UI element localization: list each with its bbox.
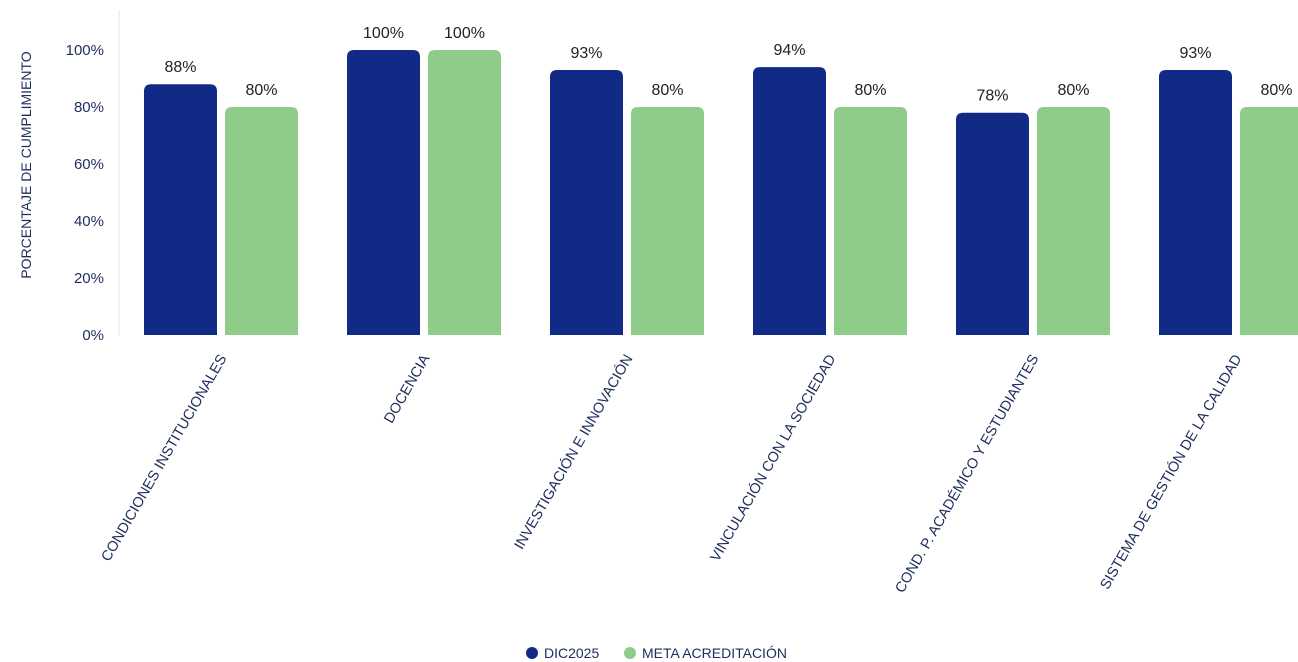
data-label: 94%	[773, 42, 805, 59]
y-tick-label: 40%	[74, 213, 104, 230]
bar-meta-acreditacion	[428, 50, 501, 335]
data-label: 80%	[651, 82, 683, 99]
bar-meta-acreditacion	[1037, 107, 1110, 335]
bar-meta-acreditacion	[225, 107, 298, 335]
bar-meta-acreditacion	[834, 107, 907, 335]
data-label: 80%	[245, 82, 277, 99]
bar-dic2025	[1159, 69, 1232, 335]
bars-group	[144, 50, 1298, 335]
y-tick-label: 100%	[66, 42, 104, 59]
x-tick-label: DOCENCIA	[381, 352, 433, 427]
y-tick-label: 60%	[74, 156, 104, 173]
y-axis-title: PORCENTAJE DE CUMPLIMIENTO	[18, 51, 34, 279]
y-tick-label: 20%	[74, 270, 104, 287]
data-label: 100%	[444, 25, 485, 42]
x-tick-label: CONDICIONES INSTITUCIONALES	[99, 352, 231, 564]
bar-meta-acreditacion	[1240, 107, 1298, 335]
bar-meta-acreditacion	[631, 107, 704, 335]
data-label: 80%	[1057, 82, 1089, 99]
y-axis: 0% 20% 40% 60% 80% 100%	[66, 10, 120, 344]
data-label: 78%	[976, 88, 1008, 105]
data-label: 93%	[570, 45, 602, 62]
data-label: 80%	[854, 82, 886, 99]
category-labels-group: CONDICIONES INSTITUCIONALES DOCENCIA INVES…	[99, 352, 1246, 596]
x-tick-label: INVESTIGACIÓN E INNOVACIÓN	[511, 352, 637, 553]
data-label: 100%	[363, 25, 404, 42]
x-tick-label: VINCULACIÓN CON LA SOCIEDAD	[707, 352, 840, 565]
legend-label: DIC2025	[544, 645, 599, 661]
x-tick-label: COND. P. ACADÉMICO Y ESTUDIANTES	[892, 352, 1043, 596]
data-labels-group: 88% 80% 100% 100% 93% 80% 94% 80% 78% 80% 93% 80%	[164, 25, 1292, 105]
bar-dic2025	[347, 50, 420, 335]
data-label: 93%	[1179, 45, 1211, 62]
bar-dic2025	[956, 112, 1029, 335]
bar-dic2025	[550, 69, 623, 335]
legend: DIC2025 META ACREDITACIÓN	[526, 645, 787, 661]
x-tick-label: SISTEMA DE GESTIÓN DE LA CALIDAD	[1097, 352, 1246, 593]
bar-dic2025	[144, 84, 217, 335]
legend-label: META ACREDITACIÓN	[642, 645, 787, 661]
data-label: 88%	[164, 59, 196, 76]
y-tick-label: 80%	[74, 99, 104, 116]
legend-marker	[526, 647, 538, 659]
bar-dic2025	[753, 67, 826, 335]
data-label: 80%	[1260, 82, 1292, 99]
y-tick-label: 0%	[82, 327, 104, 344]
legend-marker	[624, 647, 636, 659]
